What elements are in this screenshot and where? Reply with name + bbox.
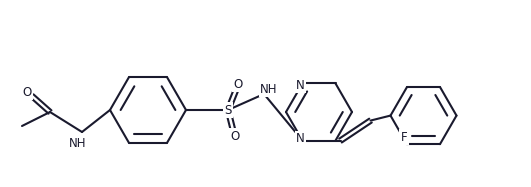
Text: NH: NH [260, 82, 278, 96]
Text: O: O [22, 85, 32, 99]
Text: F: F [401, 131, 407, 144]
Text: S: S [224, 103, 232, 117]
Text: O: O [230, 130, 239, 142]
Text: N: N [296, 132, 305, 145]
Text: O: O [234, 77, 243, 91]
Text: NH: NH [69, 137, 87, 150]
Text: N: N [296, 79, 305, 92]
